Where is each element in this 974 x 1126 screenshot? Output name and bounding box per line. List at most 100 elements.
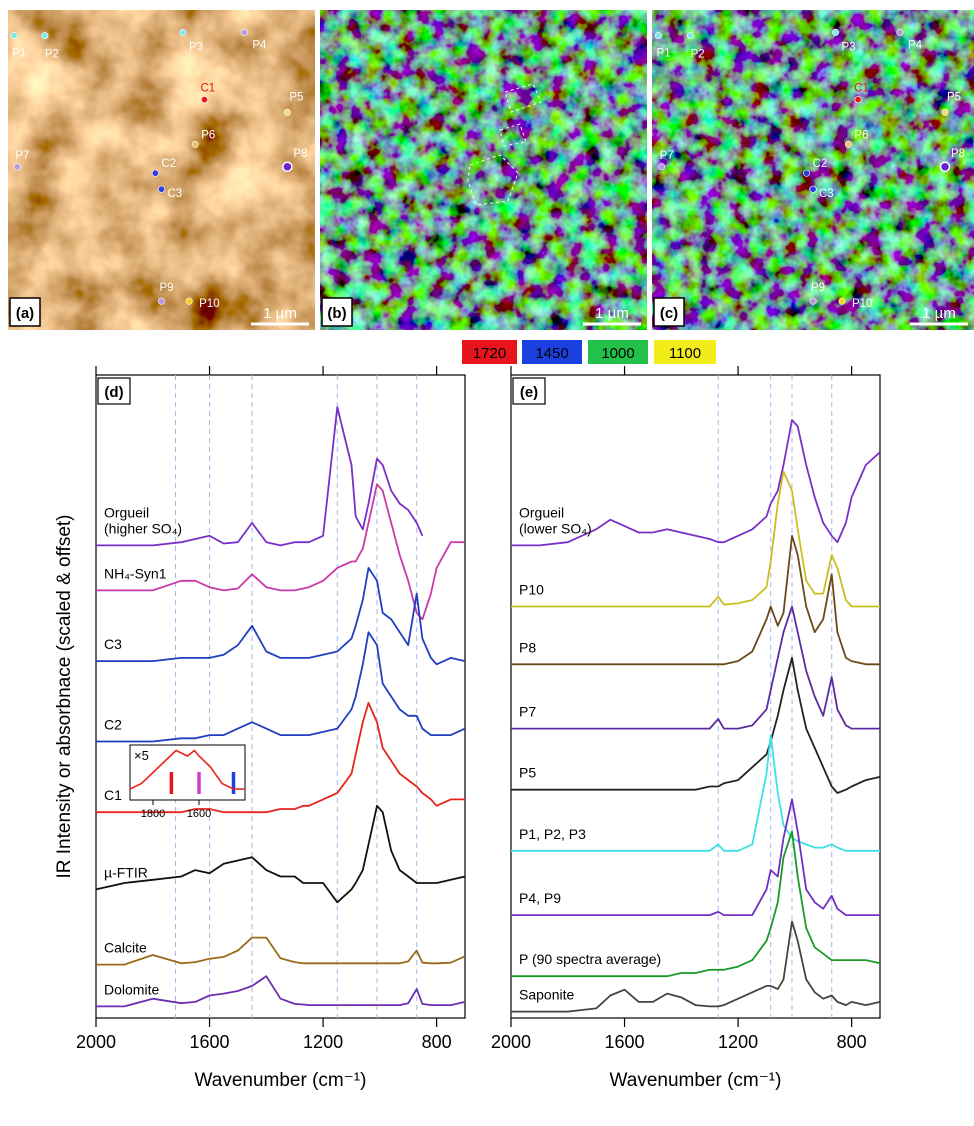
point-marker [655,32,661,38]
series-label: P10 [519,581,544,597]
plot-frame [96,375,465,1018]
point-label: P7 [660,150,674,162]
point-label: P7 [15,150,29,162]
series-label: C2 [104,717,122,733]
point-marker [241,29,247,35]
point-label: C2 [161,158,176,170]
spectrum-line [511,799,880,915]
spectrum-line [96,938,465,965]
x-tick-label: 1200 [718,1032,758,1052]
panel-label: (a) [16,305,34,322]
point-marker [14,164,20,170]
color-key-label: 1000 [601,345,634,362]
point-marker [803,170,809,176]
spectrum-line [511,607,880,729]
series-label: Saponite [519,987,574,1003]
point-marker [810,186,816,192]
scale-bar-label: 1 µm [263,305,297,322]
spectrum-line [96,806,465,903]
point-marker [158,298,164,304]
color-key-label: 1100 [669,345,701,362]
series-label: C3 [104,636,122,652]
x-axis-label: Wavenumber (cm⁻¹) [610,1070,782,1091]
series-label: Orgueil(lower SO₄) [519,504,592,536]
ir-map-image [320,10,647,330]
point-label: P4 [908,39,923,51]
point-label: P6 [854,129,868,141]
point-marker [192,141,198,147]
point-label: P10 [199,298,219,310]
plot-frame [511,375,880,1018]
panel-label: (c) [660,305,678,322]
x-tick-label: 800 [422,1032,452,1052]
scale-bar-label: 1 µm [922,305,956,322]
point-marker [855,96,861,102]
inset-label: ×5 [134,748,149,763]
point-label: P1 [656,48,670,60]
x-tick-label: 1600 [605,1032,645,1052]
point-label: C1 [200,83,215,95]
point-label: C3 [168,188,183,200]
point-label: P5 [947,91,961,103]
point-label: P2 [45,49,59,61]
point-marker [42,32,48,38]
point-label: P3 [842,41,856,53]
point-label: P10 [852,298,872,310]
point-marker [180,29,186,35]
x-axis-label: Wavenumber (cm⁻¹) [195,1070,367,1091]
x-tick-label: 1600 [190,1032,230,1052]
x-tick-label: 2000 [491,1032,531,1052]
x-tick-label: 2000 [76,1032,116,1052]
point-label: P2 [691,49,705,61]
point-marker [810,298,816,304]
series-label: P1, P2, P3 [519,826,586,842]
x-tick-label: 1200 [303,1032,343,1052]
point-marker [284,109,290,115]
point-label: P8 [293,148,307,160]
point-marker [897,29,903,35]
point-marker [152,170,158,176]
point-marker [283,162,292,171]
series-label: Dolomite [104,981,159,997]
point-marker [941,162,950,171]
point-marker [845,141,851,147]
point-marker [832,29,838,35]
spectrum-line [96,484,465,619]
inset-x-tick-label: 1800 [141,808,165,820]
point-marker [201,96,207,102]
point-label: C2 [813,158,828,170]
color-key-label: 1450 [535,345,568,362]
color-key-label: 1720 [473,345,506,362]
spectrum-line [511,536,880,665]
series-label: P (90 spectra average) [519,951,661,967]
point-label: P9 [811,282,825,294]
panel-label: (d) [104,384,123,401]
series-label: NH₄-Syn1 [104,565,167,581]
point-label: P4 [252,39,267,51]
point-marker [839,298,845,304]
point-marker [186,298,192,304]
spectrum-line [96,568,465,664]
panel-label: (e) [520,384,538,401]
point-label: P5 [289,91,303,103]
point-label: P1 [12,48,26,60]
point-label: P3 [189,41,203,53]
point-marker [158,186,164,192]
point-marker [11,32,17,38]
inset-x-tick-label: 1600 [187,808,211,820]
series-label: P4, P9 [519,890,561,906]
scale-bar-label: 1 µm [595,305,629,322]
point-label: P8 [951,148,965,160]
series-label: µ-FTIR [104,864,148,880]
point-label: C1 [854,83,869,95]
spectrum-line [511,472,880,607]
spectrum-line [511,658,880,793]
y-axis-label: IR Intensity or absorbnace (scaled & off… [54,515,75,879]
spectrum-line [96,632,465,741]
series-label: Orgueil(higher SO₄) [104,504,182,536]
x-tick-label: 800 [837,1032,867,1052]
series-label: P7 [519,704,536,720]
series-label: P5 [519,765,536,781]
point-label: P6 [201,129,215,141]
series-label: C1 [104,787,122,803]
